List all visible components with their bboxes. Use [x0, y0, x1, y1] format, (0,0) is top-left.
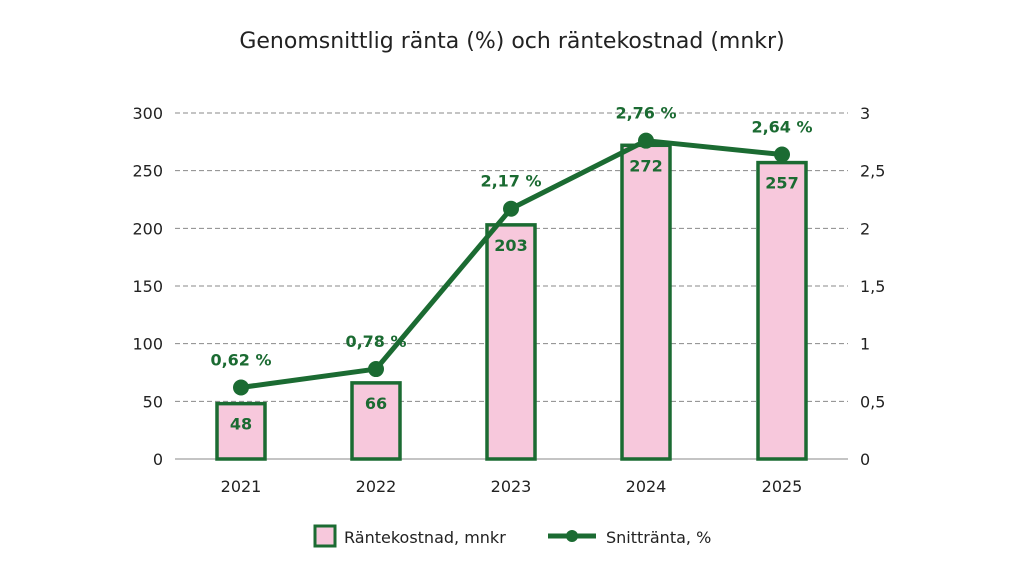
line-data-label: 0,62 %: [210, 350, 271, 369]
line-point: [638, 132, 654, 149]
y-left-tick-label: 200: [132, 219, 163, 238]
y-left-tick-label: 50: [143, 392, 163, 411]
y-right-tick-label: 1: [860, 335, 870, 354]
x-tick-label: 2022: [356, 477, 397, 496]
y-right-tick-label: 0: [860, 450, 870, 469]
line-data-label: 2,17 %: [480, 172, 541, 191]
bar-data-label: 48: [230, 415, 252, 434]
y-left-tick-label: 250: [132, 162, 163, 181]
line-point: [503, 200, 519, 217]
bar: [350, 381, 402, 461]
y-left-tick-label: 0: [153, 450, 163, 469]
chart-title: Genomsnittlig ränta (%) och räntekostnad…: [239, 29, 784, 54]
y-right-tick-label: 0,5: [860, 392, 885, 411]
y-left-tick-label: 100: [132, 335, 163, 354]
legend-label-line: Snittränta, %: [606, 528, 711, 547]
y-right-tick-label: 2,5: [860, 162, 885, 181]
line-point: [368, 361, 384, 378]
line-point: [233, 379, 249, 396]
bar: [485, 223, 537, 461]
bar-data-label: 66: [365, 394, 387, 413]
bar-data-label: 272: [629, 156, 662, 175]
bar: [756, 160, 808, 461]
y-right-tick-label: 3: [860, 104, 870, 123]
y-left-tick-label: 150: [132, 277, 163, 296]
bar: [620, 143, 672, 461]
y-right-tick-label: 1,5: [860, 277, 885, 296]
line-data-label: 0,78 %: [345, 332, 406, 351]
legend: Räntekostnad, mnkr Snittränta, %: [313, 524, 711, 548]
y-left-tick-label: 300: [132, 104, 163, 123]
line-point: [774, 146, 790, 163]
line-data-label: 2,76 %: [615, 104, 676, 123]
line-data-label: 2,64 %: [751, 118, 812, 137]
x-tick-label: 2023: [491, 477, 532, 496]
x-tick-label: 2021: [221, 477, 262, 496]
legend-swatch-marker: [566, 530, 578, 542]
legend-label-bar: Räntekostnad, mnkr: [344, 528, 506, 547]
bar: [215, 401, 267, 461]
bar-data-label: 257: [765, 174, 798, 193]
bar-data-label: 203: [494, 236, 527, 255]
x-tick-label: 2025: [762, 477, 803, 496]
x-tick-label: 2024: [626, 477, 667, 496]
y-right-tick-label: 2: [860, 219, 870, 238]
legend-swatch-bar: [313, 524, 337, 548]
